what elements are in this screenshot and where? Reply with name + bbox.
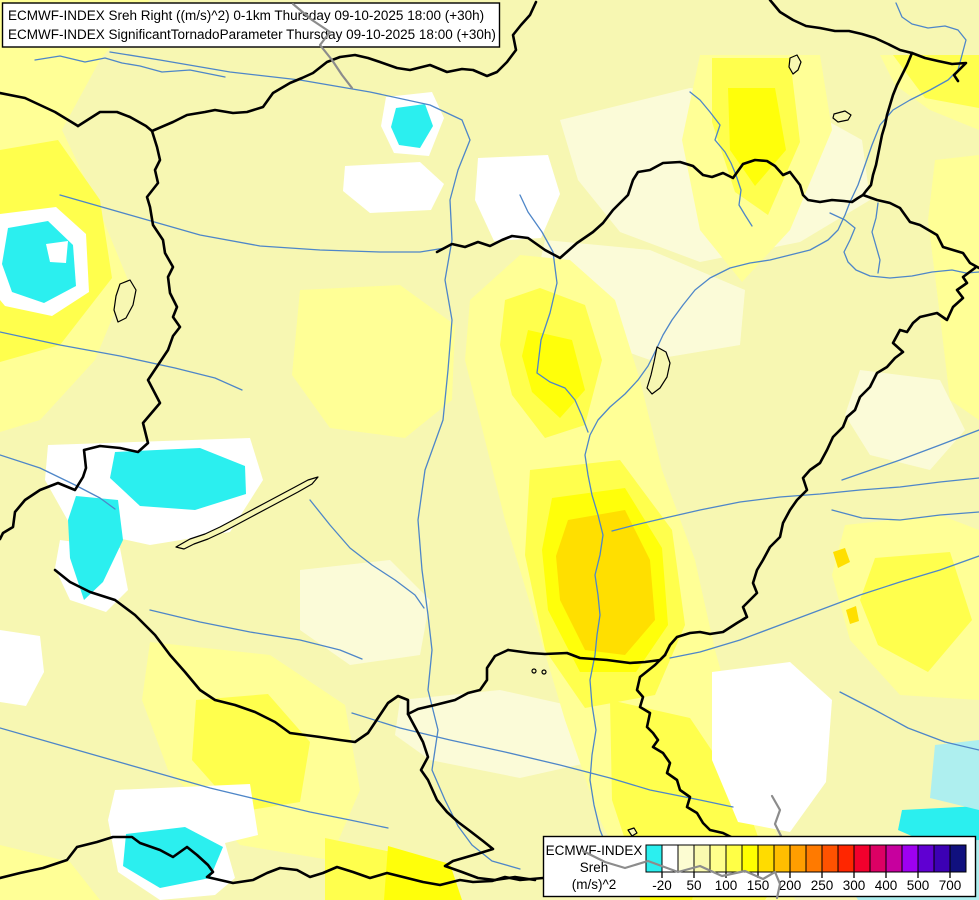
border-top-right bbox=[768, 0, 968, 83]
gold-fill-regions bbox=[556, 510, 859, 655]
river-tributary bbox=[871, 202, 881, 274]
river-tributary bbox=[841, 429, 979, 481]
legend-color-cell bbox=[885, 844, 903, 873]
legend-tick-label: 500 bbox=[907, 878, 930, 893]
river-tributary bbox=[611, 477, 979, 532]
river-tributary bbox=[309, 499, 425, 609]
river-tributary bbox=[34, 55, 226, 78]
river-tributary bbox=[0, 727, 389, 829]
legend-color-cell bbox=[933, 844, 951, 873]
small-lake bbox=[627, 827, 638, 837]
legend-color-cell bbox=[853, 844, 871, 873]
legend-subtitle: Sreh bbox=[580, 860, 609, 875]
legend-tick-labels: -20 50 100 150 200 250 300 400 500 700 bbox=[652, 878, 961, 893]
river-tributary bbox=[839, 691, 979, 751]
legend-color-cell bbox=[645, 844, 663, 873]
legend-units: (m/s)^2 bbox=[572, 877, 617, 892]
river-tributary bbox=[669, 555, 979, 659]
river-tributary bbox=[0, 331, 243, 391]
legend-tick-label: 300 bbox=[843, 878, 866, 893]
lake-tisza bbox=[646, 346, 671, 395]
legend-color-cell bbox=[837, 844, 855, 873]
legend-tick-label: 400 bbox=[875, 878, 898, 893]
small-lake bbox=[541, 669, 547, 675]
border-danube-south bbox=[406, 648, 537, 882]
legend-color-cell bbox=[949, 844, 967, 873]
legend-tick-label: 100 bbox=[715, 878, 738, 893]
legend-color-cell bbox=[917, 844, 935, 873]
legend-color-cell bbox=[821, 844, 839, 873]
river-danube bbox=[109, 51, 521, 870]
river-tributary bbox=[689, 91, 753, 227]
border-sava bbox=[0, 835, 545, 887]
border-south bbox=[506, 648, 667, 665]
legend-color-cell bbox=[725, 844, 743, 873]
legend-color-cell bbox=[805, 844, 823, 873]
legend-colorbar bbox=[645, 844, 967, 873]
gray-line-top bbox=[291, 2, 354, 90]
border-drava bbox=[53, 568, 410, 744]
legend-color-cell bbox=[869, 844, 887, 873]
gray-river-lines-overlay bbox=[291, 2, 782, 900]
river-tributary bbox=[831, 509, 979, 521]
legend-tick-label: 50 bbox=[686, 878, 701, 893]
river-tisza bbox=[584, 2, 967, 846]
border-north bbox=[435, 158, 865, 260]
river-tributary bbox=[519, 194, 589, 433]
legend-color-cell bbox=[789, 844, 807, 873]
small-lake bbox=[531, 668, 537, 674]
river-lines bbox=[0, 2, 979, 870]
small-lake bbox=[832, 110, 852, 123]
small-lake bbox=[788, 54, 802, 75]
lake-ferto bbox=[113, 279, 137, 323]
lake-balaton bbox=[175, 476, 319, 550]
legend-color-cell bbox=[757, 844, 775, 873]
title-line-1: ECMWF-INDEX Sreh Right ((m/s)^2) 0-1km T… bbox=[8, 8, 484, 23]
legend-title: ECMWF-INDEX bbox=[546, 843, 643, 858]
legend-tick-label: 250 bbox=[811, 878, 834, 893]
river-tributary bbox=[59, 194, 446, 253]
legend-color-cell bbox=[741, 844, 759, 873]
gray-river-line bbox=[770, 794, 784, 840]
border-southeast bbox=[635, 653, 743, 845]
legend-tick-label: 150 bbox=[747, 878, 770, 893]
river-tributary bbox=[0, 454, 116, 510]
river-tributary bbox=[829, 212, 979, 279]
legend-tick-label: -20 bbox=[652, 878, 672, 893]
title-box-frame bbox=[1, 2, 501, 48]
legend: ECMWF-INDEX Sreh (m/s)^2 -20 50 100 150 200 2… bbox=[542, 835, 977, 898]
title-box: ECMWF-INDEX Sreh Right ((m/s)^2) 0-1km T… bbox=[1, 2, 501, 48]
title-line-2: ECMWF-INDEX SignificantTornadoParameter … bbox=[8, 27, 496, 42]
river-tributary bbox=[149, 609, 363, 660]
border-west bbox=[0, 129, 182, 541]
border-northeast bbox=[861, 51, 914, 197]
border-east bbox=[663, 266, 977, 657]
legend-tick-label: 200 bbox=[779, 878, 802, 893]
border-northwest bbox=[150, 0, 538, 133]
legend-color-cell bbox=[773, 844, 791, 873]
legend-color-cell bbox=[709, 844, 727, 873]
legend-color-cell bbox=[901, 844, 919, 873]
lake-outlines bbox=[113, 54, 852, 837]
white-notch-in-cyan bbox=[46, 241, 68, 263]
legend-tick-label: 700 bbox=[939, 878, 962, 893]
gray-line-legend bbox=[581, 849, 782, 900]
